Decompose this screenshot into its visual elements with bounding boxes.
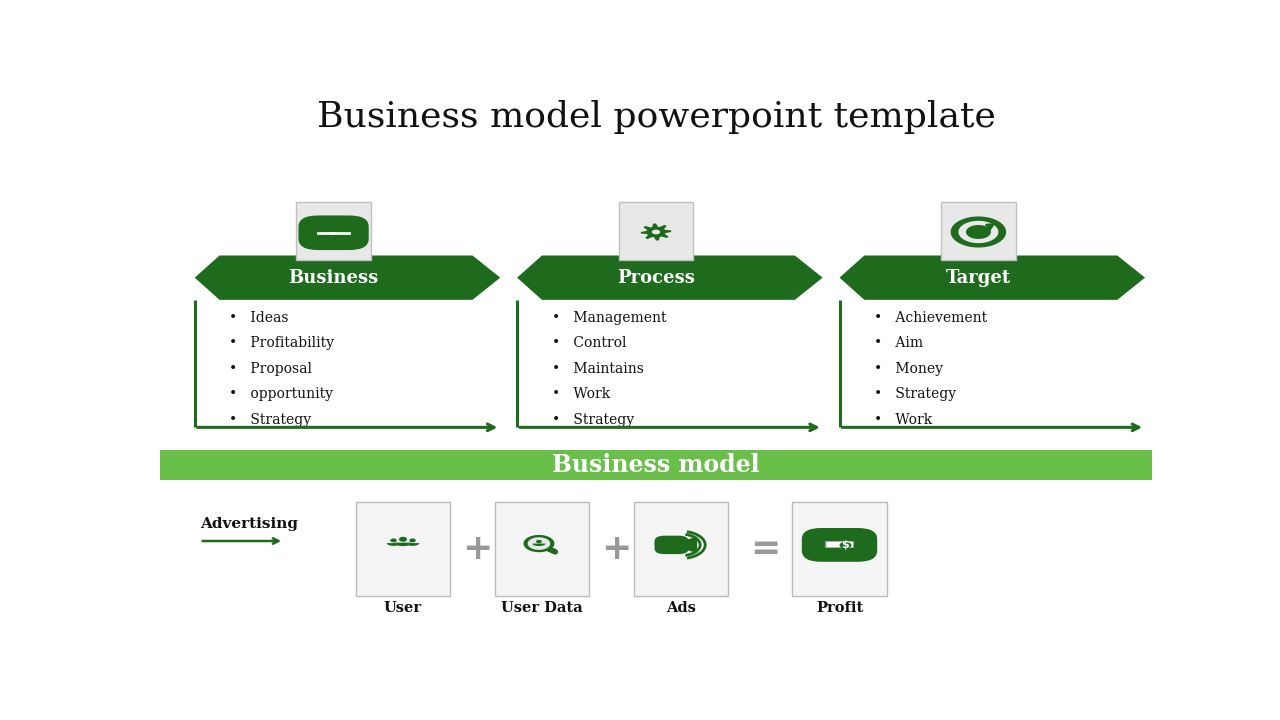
Text: •   Maintains: • Maintains bbox=[552, 361, 644, 376]
Polygon shape bbox=[195, 256, 500, 300]
FancyBboxPatch shape bbox=[330, 232, 337, 235]
Polygon shape bbox=[840, 256, 1146, 300]
Text: Target: Target bbox=[946, 269, 1011, 287]
Polygon shape bbox=[387, 543, 401, 546]
FancyBboxPatch shape bbox=[297, 202, 371, 260]
Text: •   Strategy: • Strategy bbox=[229, 413, 311, 427]
Text: +: + bbox=[462, 532, 493, 567]
Text: •   Strategy: • Strategy bbox=[874, 387, 956, 401]
Text: Business model powerpoint template: Business model powerpoint template bbox=[316, 100, 996, 134]
Text: Business model: Business model bbox=[552, 453, 760, 477]
Text: •   Management: • Management bbox=[552, 311, 667, 325]
FancyBboxPatch shape bbox=[298, 215, 369, 250]
FancyBboxPatch shape bbox=[941, 202, 1015, 260]
FancyBboxPatch shape bbox=[826, 541, 852, 547]
Polygon shape bbox=[678, 536, 698, 553]
Text: •   Ideas: • Ideas bbox=[229, 311, 289, 325]
Text: $: $ bbox=[841, 540, 850, 550]
FancyBboxPatch shape bbox=[654, 536, 689, 554]
Text: •   Money: • Money bbox=[874, 361, 943, 376]
FancyBboxPatch shape bbox=[792, 503, 887, 596]
FancyBboxPatch shape bbox=[356, 503, 451, 596]
Text: •   Aim: • Aim bbox=[874, 336, 923, 350]
FancyBboxPatch shape bbox=[801, 528, 877, 562]
Polygon shape bbox=[399, 537, 407, 541]
Text: •   Control: • Control bbox=[552, 336, 626, 350]
Polygon shape bbox=[410, 539, 416, 542]
Text: •   Achievement: • Achievement bbox=[874, 311, 987, 325]
FancyBboxPatch shape bbox=[160, 449, 1152, 480]
Polygon shape bbox=[951, 217, 1006, 248]
Polygon shape bbox=[532, 544, 545, 546]
Text: User Data: User Data bbox=[500, 600, 582, 615]
FancyBboxPatch shape bbox=[618, 202, 694, 260]
Text: +: + bbox=[602, 532, 631, 567]
Text: •   Work: • Work bbox=[874, 413, 933, 427]
Text: =: = bbox=[750, 532, 781, 567]
Text: Profit: Profit bbox=[815, 600, 863, 615]
Polygon shape bbox=[641, 223, 671, 240]
Text: •   Proposal: • Proposal bbox=[229, 361, 312, 376]
Text: Ads: Ads bbox=[666, 600, 696, 615]
Text: •   opportunity: • opportunity bbox=[229, 387, 333, 401]
Polygon shape bbox=[527, 537, 550, 550]
Polygon shape bbox=[390, 539, 397, 542]
Text: •   Profitability: • Profitability bbox=[229, 336, 334, 350]
Text: •   Strategy: • Strategy bbox=[552, 413, 634, 427]
Text: Business: Business bbox=[288, 269, 379, 287]
Text: Process: Process bbox=[617, 269, 695, 287]
Polygon shape bbox=[966, 225, 991, 239]
Text: Advertising: Advertising bbox=[200, 518, 298, 531]
Text: •   Work: • Work bbox=[552, 387, 611, 401]
FancyBboxPatch shape bbox=[824, 541, 851, 547]
Polygon shape bbox=[406, 543, 420, 546]
Polygon shape bbox=[652, 230, 660, 234]
Polygon shape bbox=[536, 540, 541, 543]
FancyBboxPatch shape bbox=[495, 503, 589, 596]
Polygon shape bbox=[840, 542, 851, 549]
Polygon shape bbox=[524, 535, 554, 552]
Polygon shape bbox=[394, 543, 412, 546]
Polygon shape bbox=[517, 256, 823, 300]
FancyBboxPatch shape bbox=[634, 503, 728, 596]
Text: User: User bbox=[384, 600, 422, 615]
Polygon shape bbox=[959, 221, 998, 243]
